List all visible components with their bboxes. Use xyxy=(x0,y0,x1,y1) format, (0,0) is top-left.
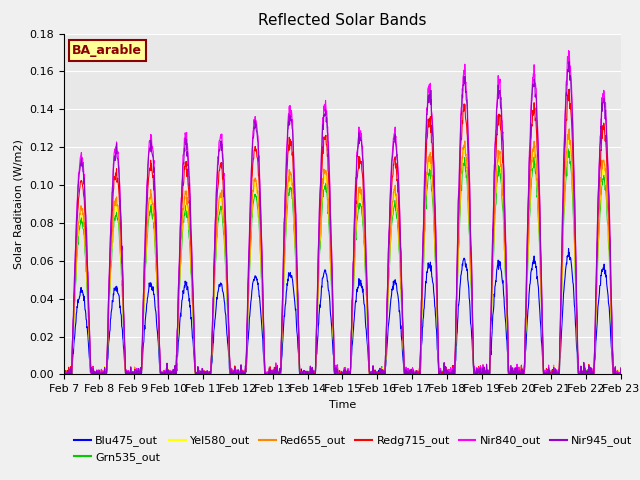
Nir945_out xyxy=(328,265,336,271)
Grn535_out xyxy=(328,296,336,301)
Redg715_out xyxy=(556,357,563,363)
Y-axis label: Solar Raditaion (W/m2): Solar Raditaion (W/m2) xyxy=(14,139,24,269)
Nir840_out xyxy=(60,367,68,373)
Nir840_out xyxy=(61,372,68,377)
Blu475_out xyxy=(60,367,68,372)
Red655_out xyxy=(611,372,618,377)
Yel580_out xyxy=(60,370,68,376)
Yel580_out xyxy=(611,372,618,377)
Grn535_out xyxy=(61,372,69,377)
Nir945_out xyxy=(617,365,625,371)
Yel580_out xyxy=(617,369,625,374)
Red655_out xyxy=(556,360,563,366)
Yel580_out xyxy=(317,203,325,209)
Yel580_out xyxy=(61,372,68,377)
Nir945_out xyxy=(60,366,68,372)
Nir840_out xyxy=(474,372,482,377)
Nir945_out xyxy=(566,59,573,64)
Line: Nir945_out: Nir945_out xyxy=(64,61,621,374)
Yel580_out xyxy=(328,291,336,297)
Nir840_out xyxy=(148,132,156,138)
Red655_out xyxy=(328,287,336,292)
Red655_out xyxy=(317,197,325,203)
Nir840_out xyxy=(617,367,625,372)
Redg715_out xyxy=(611,371,618,376)
Blu475_out xyxy=(328,331,336,337)
Blu475_out xyxy=(61,372,69,377)
Blu475_out xyxy=(617,368,625,374)
Redg715_out xyxy=(61,372,69,377)
Yel580_out xyxy=(566,131,573,136)
Nir945_out xyxy=(61,372,69,377)
Blu475_out xyxy=(317,283,325,289)
Blu475_out xyxy=(148,281,156,287)
Grn535_out xyxy=(148,201,156,207)
Yel580_out xyxy=(556,365,563,371)
Yel580_out xyxy=(474,371,482,376)
Redg715_out xyxy=(317,172,325,178)
Nir945_out xyxy=(556,360,563,366)
Grn535_out xyxy=(556,363,563,369)
Legend: Blu475_out, Grn535_out, Yel580_out, Red655_out, Redg715_out, Nir840_out, Nir945_: Blu475_out, Grn535_out, Yel580_out, Red6… xyxy=(70,431,637,468)
Text: BA_arable: BA_arable xyxy=(72,44,142,57)
Red655_out xyxy=(617,365,625,371)
Redg715_out xyxy=(617,366,625,372)
Nir945_out xyxy=(317,150,325,156)
Grn535_out xyxy=(317,215,325,221)
Redg715_out xyxy=(566,86,573,92)
Line: Blu475_out: Blu475_out xyxy=(64,249,621,374)
Nir945_out xyxy=(474,368,482,373)
Nir840_out xyxy=(317,146,325,152)
Blu475_out xyxy=(474,371,482,377)
Line: Red655_out: Red655_out xyxy=(64,129,621,374)
Nir945_out xyxy=(611,371,618,377)
X-axis label: Time: Time xyxy=(329,400,356,409)
Red655_out xyxy=(474,372,482,377)
Nir945_out xyxy=(148,141,156,146)
Line: Grn535_out: Grn535_out xyxy=(64,148,621,374)
Grn535_out xyxy=(60,367,68,373)
Red655_out xyxy=(566,126,573,132)
Line: Redg715_out: Redg715_out xyxy=(64,89,621,374)
Nir840_out xyxy=(564,48,572,53)
Red655_out xyxy=(60,367,68,372)
Yel580_out xyxy=(148,194,156,200)
Red655_out xyxy=(61,372,68,377)
Line: Yel580_out: Yel580_out xyxy=(64,133,621,374)
Grn535_out xyxy=(617,367,625,372)
Redg715_out xyxy=(148,161,156,167)
Redg715_out xyxy=(60,368,68,374)
Line: Nir840_out: Nir840_out xyxy=(64,50,621,374)
Grn535_out xyxy=(474,372,482,377)
Blu475_out xyxy=(611,372,618,377)
Grn535_out xyxy=(566,145,573,151)
Redg715_out xyxy=(328,276,336,282)
Title: Reflected Solar Bands: Reflected Solar Bands xyxy=(258,13,427,28)
Blu475_out xyxy=(556,368,563,373)
Nir840_out xyxy=(611,372,618,377)
Blu475_out xyxy=(564,246,572,252)
Grn535_out xyxy=(611,370,618,375)
Redg715_out xyxy=(474,370,482,375)
Red655_out xyxy=(148,192,156,197)
Nir840_out xyxy=(328,263,336,268)
Nir840_out xyxy=(556,362,563,368)
